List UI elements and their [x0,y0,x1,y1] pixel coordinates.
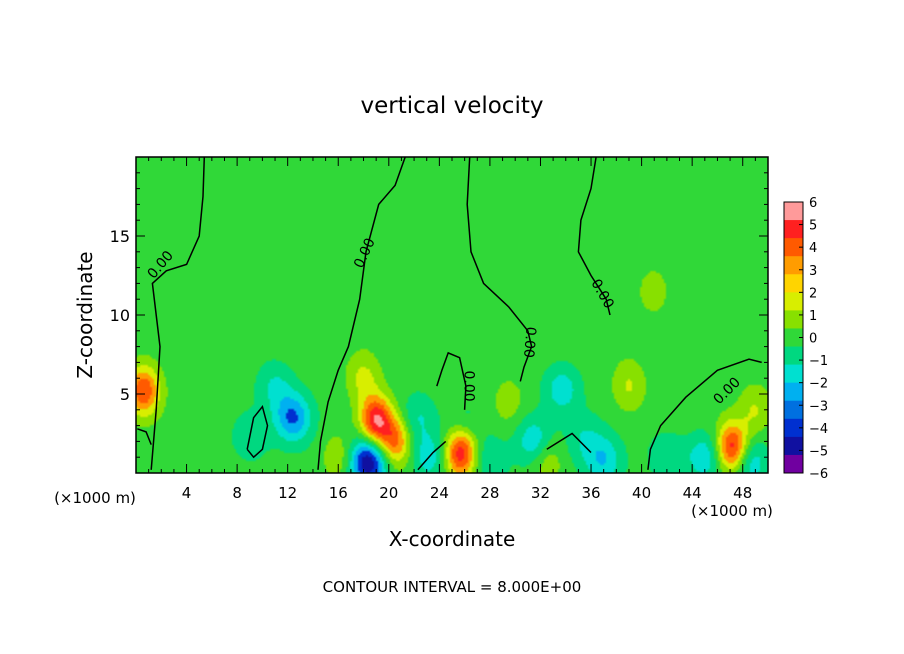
colorbar-swatch [784,328,803,348]
zero-contour-line [466,156,533,382]
x-tick-label: 24 [430,484,449,502]
colorbar-tick-label: −4 [809,422,828,437]
zero-contour-line [137,428,152,445]
y-axis-label: Z-coordinate [73,251,97,378]
x-tick-label: 12 [278,484,297,502]
y-tick-label: 15 [110,227,130,246]
zero-contour-line [417,440,447,471]
x-tick-label: 4 [182,484,192,502]
colorbar-swatch [784,346,803,366]
colorbar-swatch [784,292,803,311]
x-tick-label: 36 [581,484,600,502]
x-tick-label: 48 [733,484,752,502]
colorbar-swatch [784,238,803,257]
colorbar-tick-label: 3 [809,264,817,279]
contour-interval-footer: CONTOUR INTERVAL = 8.000E+00 [323,578,582,596]
x-tick-label: 16 [329,484,348,502]
zero-contour-line [246,404,269,459]
y-tick-label: 5 [120,385,130,404]
zero-contour-line [546,432,592,454]
x-tick-label: 8 [232,484,242,502]
contour-value-label: 0.00 [520,326,539,358]
x-units-left: (×1000 m) [54,489,136,507]
colorbar-swatch [784,274,803,293]
x-units-right: (×1000 m) [691,502,773,520]
x-tick-label: 40 [632,484,651,502]
colorbar-swatch [784,202,803,221]
colorbar-tick-label: −3 [809,399,828,414]
colorbar-tick-label: 2 [809,286,817,301]
colorbar-swatch [784,220,803,239]
colorbar-swatch [784,310,803,329]
colorbar-tick-label: 0 [809,332,817,347]
zero-contours [137,156,762,471]
y-axis: 5 10 15 [110,172,768,458]
zero-contour-line [150,156,206,470]
colorbar-tick-label: −1 [809,354,828,369]
colorbar-swatch [784,382,803,402]
colorbar-swatch [784,256,803,275]
colorbar-tick-label: 1 [809,309,817,324]
colorbar-swatch [784,400,803,420]
colorbar-tick-label: −2 [809,377,828,392]
colorbar-tick-label: 5 [809,219,817,234]
colorbar: 6 5 4 3 2 1 0 −1 −2 −3 −4 −5 −6 [783,196,828,482]
colorbar-swatch [784,418,803,438]
zero-contour-line [317,156,406,470]
y-tick-label: 10 [110,306,130,325]
colorbar-swatch [784,436,803,456]
chart-title: vertical velocity [361,93,544,119]
colorbar-tick-label: −5 [809,444,828,459]
colorbar-tick-label: 4 [809,241,817,256]
x-tick-label: 20 [379,484,398,502]
velocity-field [136,157,768,473]
colorbar-tick-label: −6 [809,467,828,482]
x-axis: 4 8 12 16 20 24 28 32 36 40 44 48 [148,157,756,502]
contour-value-label: 0.00 [461,371,477,402]
zero-contour-line [436,351,467,410]
x-tick-label: 32 [531,484,550,502]
zero-contour-line [577,156,611,316]
zero-contour-line [647,358,762,470]
x-tick-label: 28 [480,484,499,502]
colorbar-swatch [784,454,803,474]
colorbar-swatch [784,364,803,384]
colorbar-tick-label: 6 [809,196,817,211]
x-tick-label: 44 [683,484,702,502]
x-axis-label: X-coordinate [389,527,516,551]
